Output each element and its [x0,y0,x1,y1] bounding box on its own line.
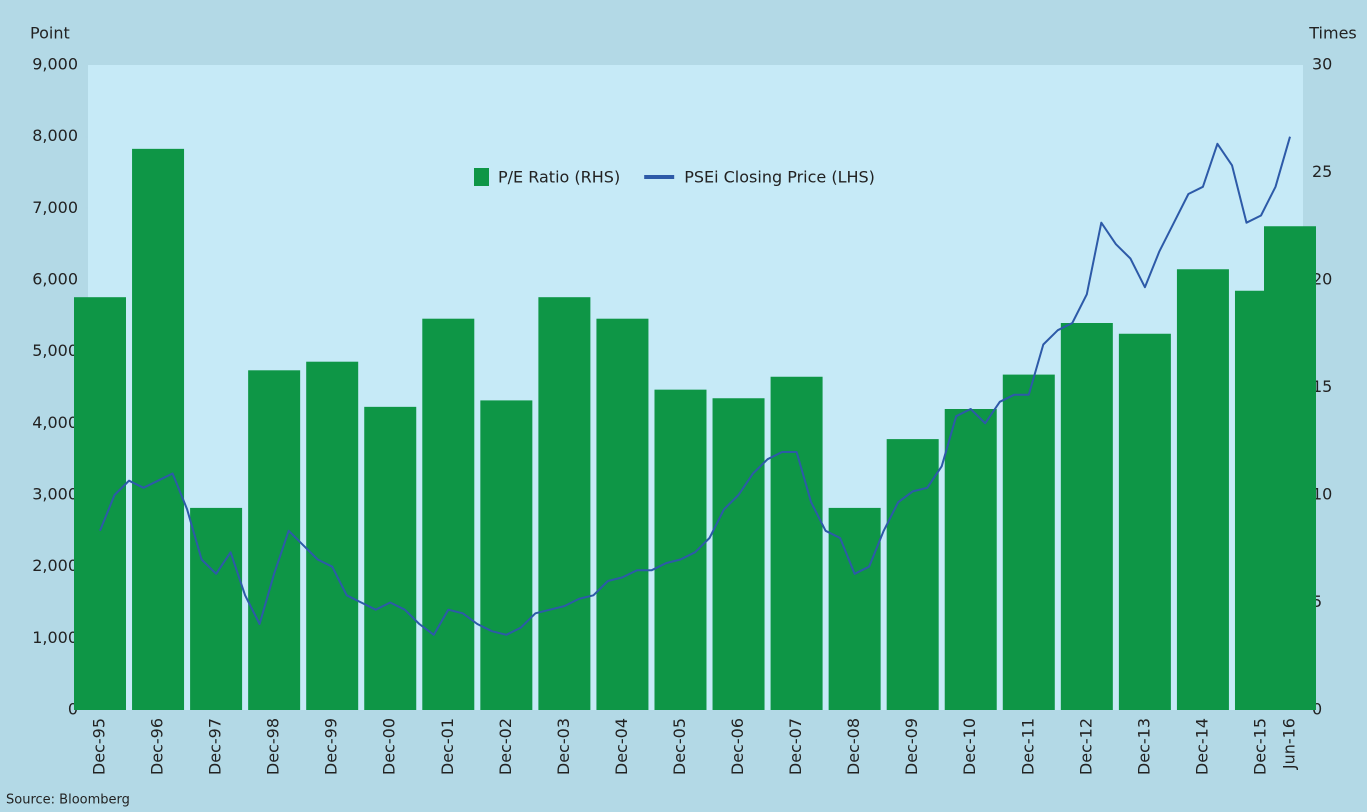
bar [74,297,126,710]
source: Source: Bloomberg [6,793,130,808]
y2-tick-label: 25 [1312,162,1332,181]
legend-label: PSEi Closing Price (LHS) [684,168,875,187]
y-tick-label: 1,000 [32,628,78,647]
bar [1060,323,1113,710]
y2-tick-label: 5 [1312,592,1322,611]
x-tick-label: Dec-06 [728,718,747,775]
y-tick-label: 5,000 [32,341,78,360]
bar [712,398,765,710]
y2-tick-label: 15 [1312,377,1332,396]
legend-label: P/E Ratio (RHS) [498,168,620,187]
x-tick-label: Dec-02 [496,718,515,775]
bar [480,400,533,710]
x-tick-label: Dec-98 [264,718,283,775]
x-tick-label: Dec-03 [554,718,573,775]
bar [1002,374,1055,710]
x-tick-label: Dec-08 [844,718,863,775]
y2-tick-label: 30 [1312,55,1332,74]
bar [1118,333,1171,710]
x-tick-label: Dec-96 [148,718,167,775]
x-tick-label: Dec-11 [1018,718,1037,775]
y-axis-label: Point [30,24,70,43]
bar [596,318,649,710]
x-tick-label: Dec-09 [902,718,921,775]
y-tick-label: 2,000 [32,556,78,575]
y-tick-label: 4,000 [32,413,78,432]
bar [132,148,185,711]
bar [190,507,243,710]
y-tick-label: 7,000 [32,198,78,217]
bar [1264,226,1316,710]
bar [886,439,939,710]
x-tick-label: Dec-14 [1192,718,1211,775]
bar [944,409,997,710]
bar [828,507,881,710]
y-tick-label: 9,000 [32,55,78,74]
y-tick-label: 0 [68,700,78,719]
bar [770,376,823,710]
x-tick-label: Dec-15 [1250,718,1269,775]
y-tick-label: 6,000 [32,270,78,289]
y-tick-label: 3,000 [32,485,78,504]
y2-tick-label: 20 [1312,270,1332,289]
y2-tick-label: 0 [1312,700,1322,719]
x-tick-label: Dec-07 [786,718,805,775]
x-tick-label: Jun-16 [1280,718,1299,770]
x-tick-label: Dec-99 [322,718,341,775]
x-tick-label: Dec-05 [670,718,689,775]
x-tick-label: Dec-13 [1134,718,1153,775]
y-tick-label: 8,000 [32,126,78,145]
x-tick-label: Dec-97 [206,718,225,775]
bar [306,361,359,710]
line [99,136,1291,636]
bar [364,406,417,710]
bar [248,370,301,710]
bar [1176,269,1229,710]
x-tick-label: Dec-04 [612,718,631,775]
x-tick-label: Dec-00 [380,718,399,775]
bar [538,297,591,710]
x-tick-label: Dec-10 [960,718,979,775]
x-tick-label: Dec-12 [1076,718,1095,775]
x-tick-label: Dec-01 [438,718,457,775]
y2-axis-label: Times [1308,24,1357,43]
x-tick-label: Dec-95 [90,718,109,775]
legend-swatch [474,168,489,186]
bar [422,318,475,710]
y2-tick-label: 10 [1312,485,1332,504]
